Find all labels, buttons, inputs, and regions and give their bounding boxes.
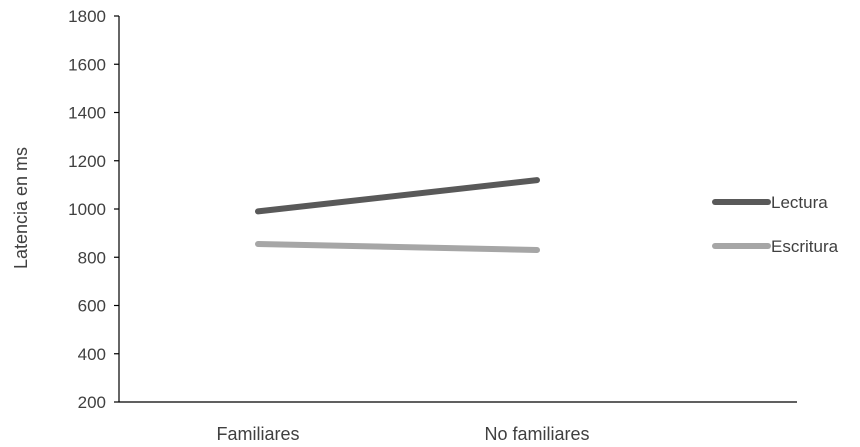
y-tick-label: 800 (78, 248, 106, 267)
y-tick-label: 400 (78, 345, 106, 364)
y-tick-label: 1800 (68, 7, 106, 26)
y-axis-title: Latencia en ms (11, 147, 31, 269)
series-line-escritura (255, 241, 540, 253)
legend-label-lectura: Lectura (771, 193, 828, 212)
x-category-label: Familiares (216, 424, 299, 444)
y-ticks: 200 400 600 800 1000 1200 1400 1600 1800 (68, 7, 119, 412)
y-tick-label: 1600 (68, 55, 106, 74)
legend-label-escritura: Escritura (771, 237, 839, 256)
series-line-lectura (255, 177, 540, 215)
series-lines (255, 177, 540, 253)
x-category-labels: Familiares No familiares (216, 424, 589, 444)
y-tick-label: 1400 (68, 104, 106, 123)
y-tick-label: 200 (78, 393, 106, 412)
y-tick-label: 1000 (68, 200, 106, 219)
y-tick-label: 600 (78, 297, 106, 316)
x-category-label: No familiares (484, 424, 589, 444)
legend: Lectura Escritura (712, 193, 839, 256)
y-tick-label: 1200 (68, 152, 106, 171)
axes: 200 400 600 800 1000 1200 1400 1600 1800 (68, 7, 797, 412)
